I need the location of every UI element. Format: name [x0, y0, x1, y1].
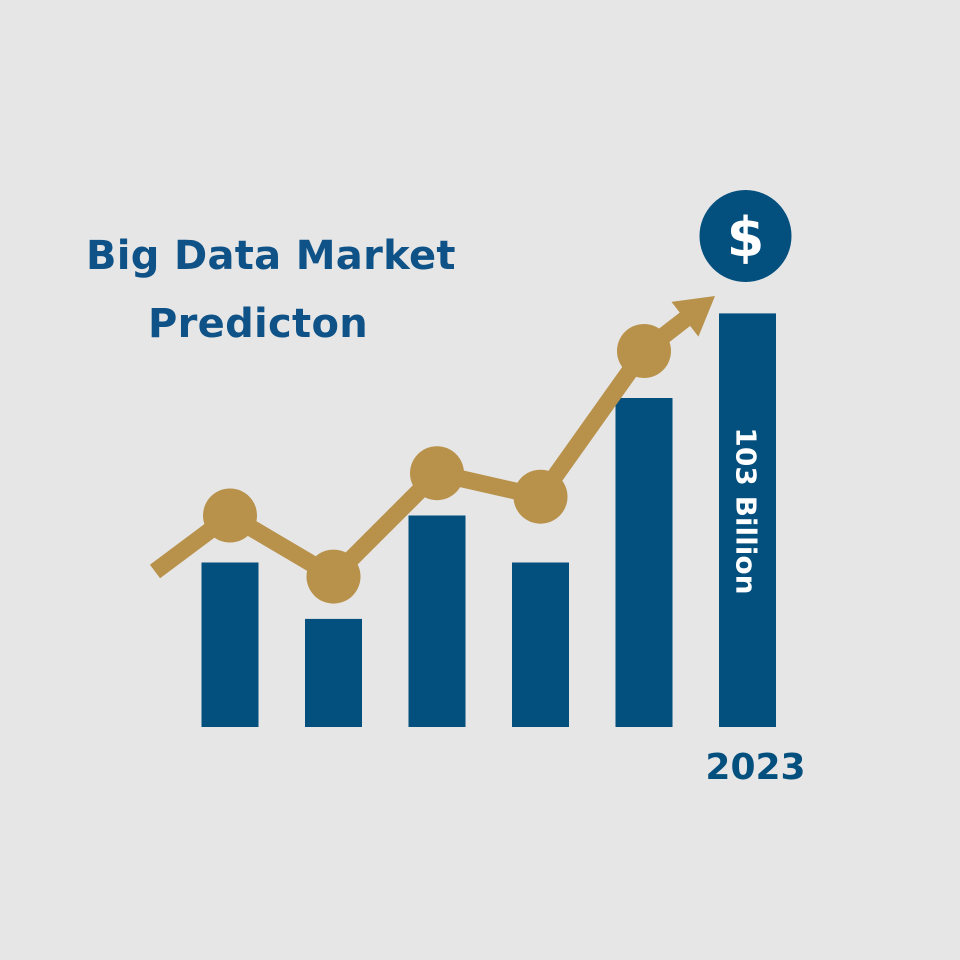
trend-marker-1 [203, 488, 257, 543]
category-label-6: 2023 [705, 747, 805, 788]
trend-marker-4 [513, 469, 568, 524]
icon-layer: $ [699, 190, 792, 282]
chart-title-line-2: Predicton [148, 301, 369, 347]
trend-marker-2 [306, 549, 361, 604]
bars-layer [201, 313, 776, 727]
dollar-sign-icon [699, 190, 792, 282]
bar-1 [201, 562, 259, 727]
labels-layer: 103 Billion 2023 [705, 427, 805, 788]
chart-title-line-1: Big Data Market [86, 233, 456, 279]
bar-6 [719, 313, 776, 727]
bar-4 [512, 562, 569, 727]
trend-line-layer [149, 296, 715, 604]
trend-marker-3 [410, 446, 464, 501]
dollar-sign-glyph: $ [727, 206, 765, 269]
trend-marker-5 [617, 324, 671, 378]
bar-3 [408, 515, 466, 727]
bar-5 [615, 398, 673, 727]
bar-value-label-6: 103 Billion [730, 427, 763, 594]
bar-2 [305, 618, 362, 727]
trend-arrowhead [671, 296, 715, 337]
